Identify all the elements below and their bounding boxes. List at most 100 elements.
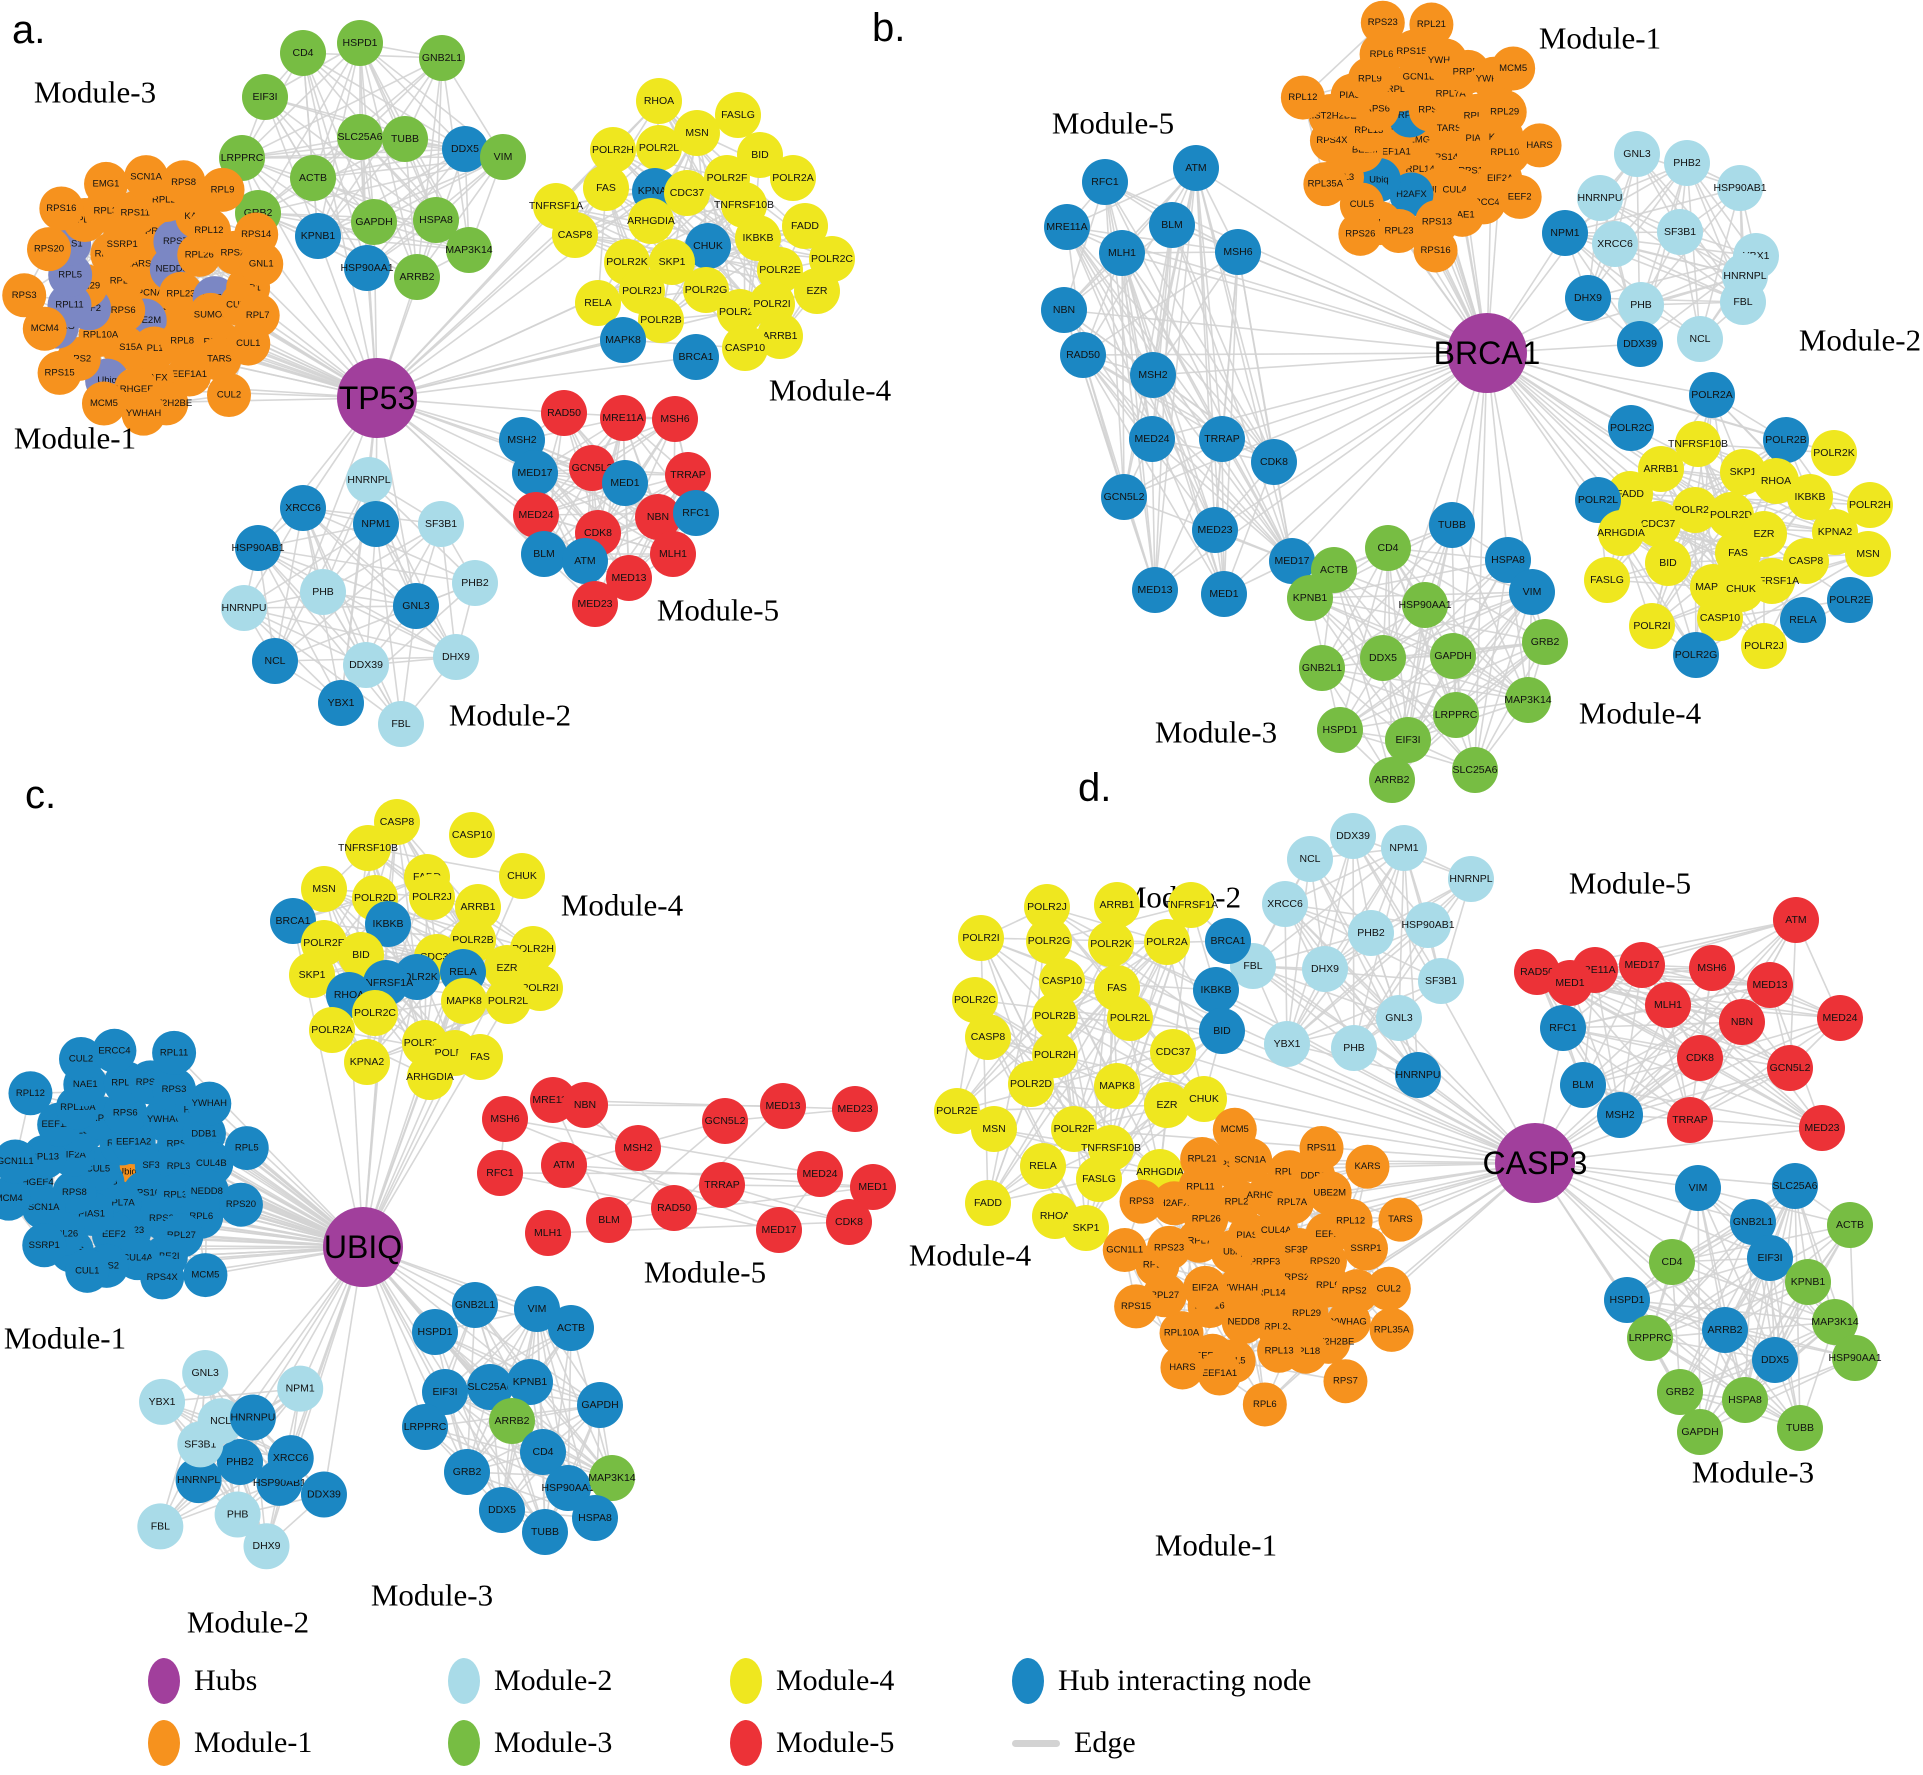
node-label: RFC1 (682, 507, 710, 519)
node-label: RPL11 (55, 300, 83, 311)
node-label: RPL11 (1464, 110, 1492, 121)
panel-letter-c: c. (25, 773, 57, 817)
node-POLR2J (409, 874, 455, 920)
node-label: IKBKB (373, 918, 404, 930)
node-label: ARHGEF4 (113, 384, 158, 395)
node-label: BLM (1572, 1079, 1594, 1091)
module-label-b-Module-1: Module-1 (1539, 21, 1661, 56)
node-MAP3K14 (1812, 1299, 1858, 1345)
node-label: PHB (312, 586, 334, 598)
node-label: CUL1 (75, 1265, 99, 1276)
node-BLM (521, 531, 567, 577)
node-label: FAS (596, 182, 616, 194)
node-label: KPNB1 (513, 1376, 548, 1388)
node-RPL11 (152, 1030, 197, 1075)
node-label: SF3B1 (425, 518, 457, 530)
node-DDX5 (479, 1487, 525, 1533)
legend-label: Module-4 (776, 1664, 895, 1697)
node-HNRNPU (221, 585, 267, 631)
node-HNRNPU (1577, 175, 1623, 221)
node-label: ARHGEF4 (9, 1177, 54, 1188)
node-CUL2 (59, 1036, 104, 1081)
node-label: MSH6 (1223, 246, 1252, 258)
node-label: RPL30 (1387, 84, 1416, 95)
node-label: MSH6 (1697, 962, 1726, 974)
node-MAP3K14 (589, 1455, 635, 1501)
node-ATM (1173, 145, 1219, 191)
node-CHUK (499, 853, 545, 899)
node-label: CASP8 (1789, 555, 1824, 567)
node-label: DDB1 (191, 1128, 216, 1139)
node-HSPA8 (572, 1495, 618, 1541)
node-EZR (1144, 1082, 1190, 1128)
node-MED24 (1817, 995, 1863, 1041)
node-label: BID (352, 949, 370, 961)
node-label: EIF3I (432, 1386, 457, 1398)
node-MAP3K14 (446, 227, 492, 273)
node-label: HNRNPU (222, 602, 267, 614)
node-label: PCNA (137, 288, 164, 299)
node-label: HNRNPU (1578, 192, 1623, 204)
node-label: MSH2 (1138, 369, 1167, 381)
node-GNL3 (182, 1350, 229, 1397)
node-label: NCL (264, 655, 285, 667)
node-label: GAPDH (355, 216, 392, 228)
node-label: NCL (210, 1415, 231, 1427)
node-POLR2G (1673, 632, 1719, 678)
node-label: MED17 (1624, 959, 1659, 971)
node-label: POLR2A (1146, 936, 1187, 948)
node-label: RPS3 (162, 1084, 187, 1095)
node-label: CD4 (532, 1446, 553, 1458)
node-IKBKB (1787, 474, 1833, 520)
node-label: MAP3K14 (1811, 1316, 1858, 1328)
node-label: RPL26 (1192, 1213, 1221, 1224)
node-label: MAPK8 (446, 995, 482, 1007)
panel-c-nodes: CASP8CASP10TNFRSF10BFADDCHUKMSNPOLR2DPOL… (0, 799, 896, 1640)
node-label: MCM5 (1221, 1124, 1249, 1135)
node-PHB2 (1664, 140, 1710, 186)
node-label: EIF3I (252, 91, 277, 103)
node-RPL35A (1369, 1307, 1414, 1352)
node-label: EEF2 (102, 1229, 126, 1240)
node-label: HSPA8 (419, 214, 453, 226)
node-MAPK8 (441, 978, 487, 1024)
node-label: GCN5L2 (1104, 491, 1145, 503)
node-label: POLR2H (1034, 1049, 1076, 1061)
node-RPL10A (1159, 1311, 1204, 1356)
node-label: NPM1 (1550, 227, 1579, 239)
node-label: SLC25A6 (1773, 1180, 1818, 1192)
node-FAS (583, 165, 629, 211)
node-label: MED1 (610, 477, 639, 489)
node-label: POLR2I (521, 982, 558, 994)
node-label: BRCA1 (1210, 935, 1245, 947)
node-KPNB1 (1785, 1259, 1831, 1305)
node-label: RPS8 (62, 1187, 87, 1198)
node-label: TNFRSF1A (529, 200, 583, 212)
node-label: CASP10 (725, 342, 765, 354)
node-label: CHUK (507, 870, 537, 882)
node-label: ARRB2 (1374, 774, 1409, 786)
panel-d: DDX39 NPM1 NCL HNRNPL XRCC6 PHB2 HSP90AB1 FBL DH… (909, 813, 1882, 1563)
node-label: KPNB1 (301, 230, 336, 242)
node-CDK8 (1677, 1035, 1723, 1081)
hub-node-UBIQ (323, 1207, 403, 1287)
node-label: FBL (391, 718, 410, 730)
node-label: GAPDH (1681, 1426, 1718, 1438)
node-label: CASP10 (1700, 612, 1740, 624)
node-RPS16 (39, 186, 84, 231)
node-label: RPL30 (1275, 1167, 1304, 1178)
node-label: XRCC6 (1597, 238, 1633, 250)
node-HSP90AB1 (1717, 165, 1763, 211)
node-DDX39 (1330, 813, 1376, 859)
node-GCN1L1 (1102, 1228, 1147, 1273)
node-LRPPRC (1433, 692, 1479, 738)
node-label: TRRAP (1204, 433, 1240, 445)
node-label: MSN (982, 1123, 1005, 1135)
node-label: RELA (449, 966, 476, 978)
node-RPS20 (27, 227, 72, 272)
module-label-a-Module-3: Module-3 (34, 75, 156, 110)
node-BRCA1 (1205, 918, 1251, 964)
node-label: H2AFX (1159, 1198, 1190, 1209)
node-label: SCN1A (130, 172, 162, 183)
node-label: POLR2L (488, 995, 528, 1007)
